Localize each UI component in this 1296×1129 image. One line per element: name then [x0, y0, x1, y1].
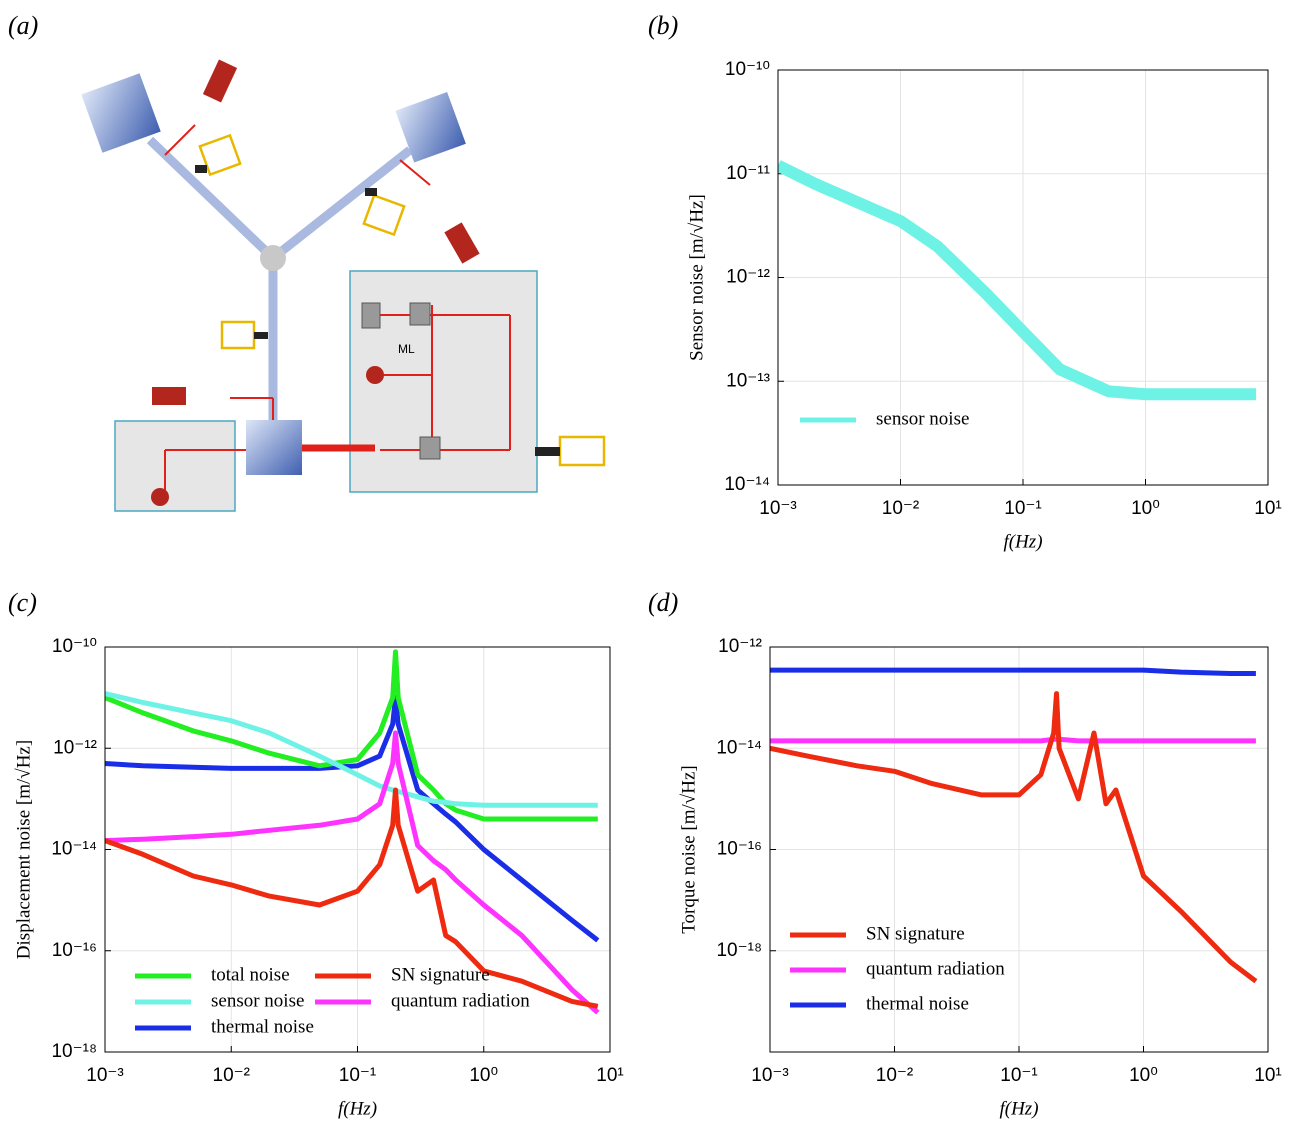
- legend-label: quantum radiation: [391, 990, 530, 1011]
- y-tick-label: 10⁻¹⁶: [717, 839, 762, 860]
- x-tick-label: 10⁻²: [876, 1065, 914, 1086]
- legend-label: quantum radiation: [866, 958, 1005, 979]
- x-axis-label: f(Hz): [999, 1098, 1038, 1119]
- legend-label: thermal noise: [866, 993, 969, 1014]
- x-tick-label: 10⁰: [1129, 1065, 1158, 1086]
- y-tick-label: 10⁻¹²: [718, 636, 762, 657]
- y-axis-label: Displacement noise [m/√Hz]: [13, 740, 34, 959]
- y-tick-label: 10⁻¹⁴: [51, 839, 97, 860]
- y-tick-label: 10⁻¹⁴: [716, 737, 762, 758]
- y-tick-label: 10⁻¹²: [53, 737, 97, 758]
- series-line: [105, 730, 600, 1015]
- series-line: [770, 667, 1256, 676]
- series-line: [105, 695, 600, 943]
- x-tick-label: 10⁻¹: [1000, 1065, 1038, 1086]
- x-tick-label: 10⁻¹: [1004, 498, 1042, 519]
- x-tick-label: 10⁻²: [882, 498, 920, 519]
- x-tick-label: 10¹: [1254, 498, 1281, 519]
- legend-label: SN signature: [866, 923, 965, 944]
- setup-diagram: (a) ML: [8, 11, 606, 512]
- x-tick-label: 10⁻²: [213, 1065, 251, 1086]
- y-tick-label: 10⁻¹²: [726, 267, 770, 288]
- panel-label: (a): [8, 11, 38, 40]
- x-tick-label: 10⁰: [1131, 498, 1160, 519]
- legend-label: thermal noise: [211, 1016, 314, 1037]
- legend-label: SN signature: [391, 964, 490, 985]
- series-line: [105, 691, 598, 808]
- y-tick-label: 10⁻¹⁰: [52, 636, 97, 657]
- series-line: [105, 649, 598, 822]
- y-tick-label: 10⁻¹⁸: [716, 940, 762, 961]
- y-tick-label: 10⁻¹¹: [726, 163, 770, 184]
- x-tick-label: 10¹: [596, 1065, 623, 1086]
- y-tick-label: 10⁻¹³: [726, 370, 770, 391]
- series-line: [770, 736, 1256, 744]
- x-tick-label: 10⁻³: [759, 498, 797, 519]
- axes-box: [777, 69, 1269, 486]
- y-axis-label: Sensor noise [m/√Hz]: [686, 194, 707, 361]
- series-line: [778, 160, 1257, 401]
- axes-box: [104, 646, 611, 1053]
- y-axis-label: Torque noise [m/√Hz]: [678, 765, 699, 933]
- x-tick-label: 10¹: [1254, 1065, 1281, 1086]
- series-line: [105, 787, 599, 1009]
- x-axis-label: f(Hz): [338, 1098, 377, 1119]
- y-tick-label: 10⁻¹⁸: [51, 1041, 97, 1062]
- legend-label: sensor noise: [876, 408, 969, 429]
- x-tick-label: 10⁰: [469, 1065, 498, 1086]
- legend-label: sensor noise: [211, 990, 304, 1011]
- y-tick-label: 10⁻¹⁶: [52, 940, 97, 961]
- axes-box: [769, 646, 1269, 1053]
- y-tick-label: 10⁻¹⁰: [725, 59, 770, 80]
- y-tick-label: 10⁻¹⁴: [724, 474, 770, 495]
- panel-label: (c): [8, 588, 37, 617]
- panel-label: (b): [648, 11, 678, 40]
- series-line: [770, 691, 1258, 984]
- x-tick-label: 10⁻³: [751, 1065, 789, 1086]
- x-axis-label: f(Hz): [1003, 531, 1042, 552]
- annotation: ML: [398, 342, 415, 356]
- panel-label: (d): [648, 588, 678, 617]
- x-tick-label: 10⁻¹: [339, 1065, 377, 1086]
- legend-label: total noise: [211, 964, 290, 985]
- x-tick-label: 10⁻³: [86, 1065, 124, 1086]
